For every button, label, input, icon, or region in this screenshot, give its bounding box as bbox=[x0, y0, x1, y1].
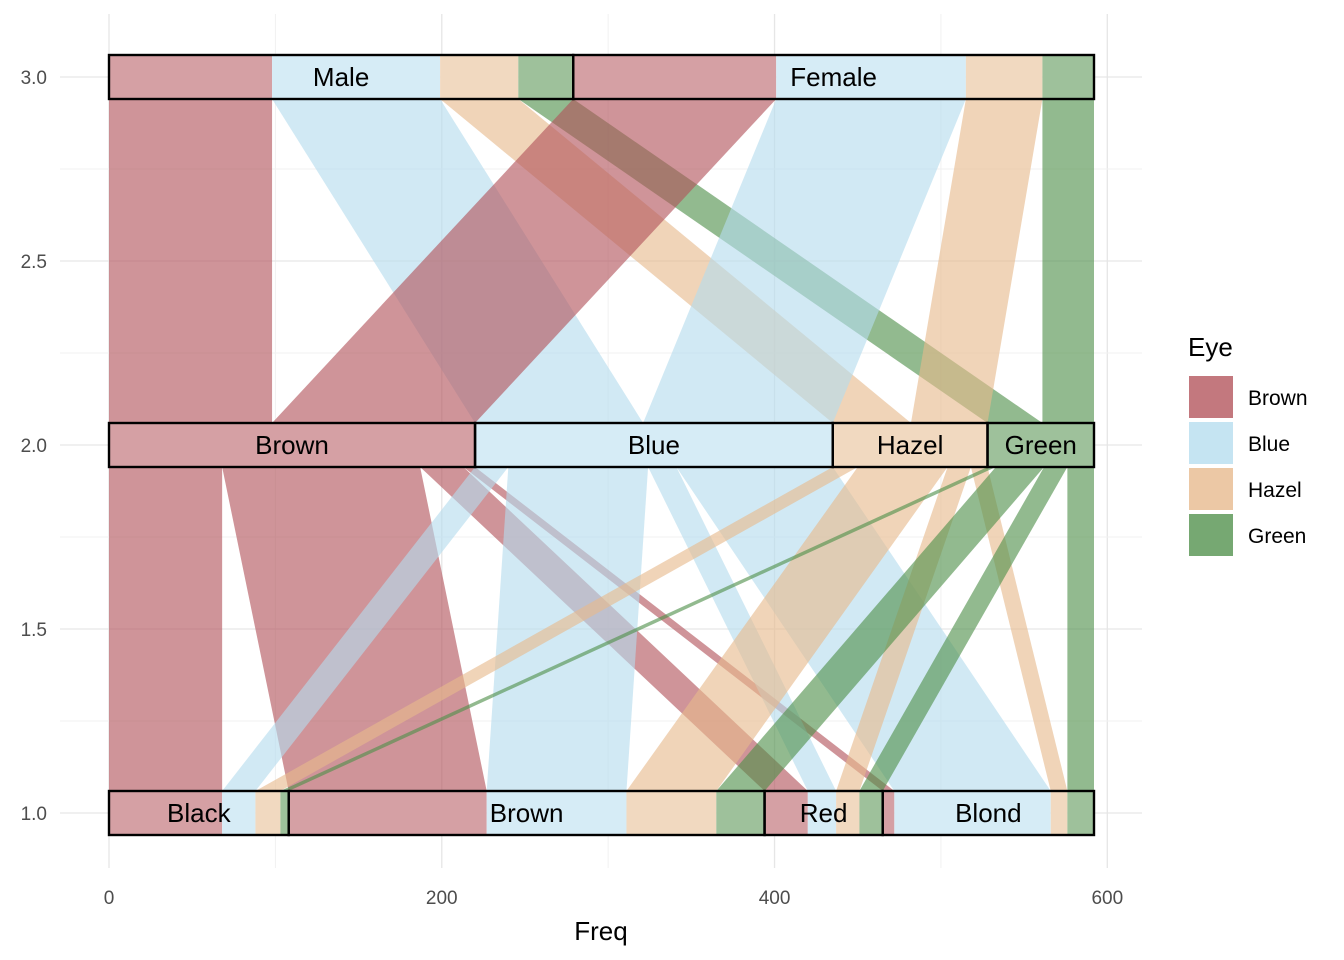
node-label-hazel: Hazel bbox=[877, 430, 943, 460]
legend-label-green: Green bbox=[1248, 525, 1306, 548]
node-box-blond bbox=[881, 789, 1096, 837]
x-axis-title: Freq bbox=[574, 916, 627, 946]
y-tick-label: 1.5 bbox=[21, 620, 47, 641]
node-segment-blue bbox=[776, 55, 966, 99]
legend: Eye Brown Blue Hazel Green bbox=[1188, 332, 1308, 556]
legend-key-hazel bbox=[1189, 468, 1233, 510]
node-label-red: Red bbox=[800, 798, 848, 828]
legend-label-hazel: Hazel bbox=[1248, 479, 1302, 502]
node-segment-hazel bbox=[836, 791, 860, 835]
node-segment-hazel bbox=[626, 791, 717, 835]
node-segment-brown bbox=[288, 791, 487, 835]
node-box-green bbox=[986, 421, 1096, 469]
node-segment-brown bbox=[882, 791, 895, 835]
ribbon-brown bbox=[109, 467, 223, 791]
node-segment-blue bbox=[486, 791, 627, 835]
node-label-green: Green bbox=[1005, 430, 1077, 460]
legend-label-brown: Brown bbox=[1248, 387, 1308, 410]
node-segment-green bbox=[987, 423, 1094, 467]
node-segment-hazel bbox=[1050, 791, 1068, 835]
node-label-brown: Brown bbox=[255, 430, 329, 460]
node-segment-hazel bbox=[255, 791, 281, 835]
legend-key-blue bbox=[1189, 422, 1233, 464]
y-tick-label: 1.0 bbox=[21, 804, 47, 825]
node-segment-blue bbox=[475, 423, 833, 467]
ribbon-brown bbox=[272, 99, 777, 423]
node-segment-blue bbox=[894, 791, 1051, 835]
node-layer: Male Female Brown Blue Hazel Green Black Brown R… bbox=[107, 53, 1096, 837]
node-label-blond: Blond bbox=[955, 798, 1022, 828]
ribbon-green bbox=[1067, 467, 1094, 791]
node-segment-green bbox=[518, 55, 574, 99]
node-segment-blue bbox=[807, 791, 837, 835]
ribbon-blue bbox=[222, 467, 509, 791]
ribbon-green bbox=[1042, 99, 1094, 423]
ribbon-hazel bbox=[910, 99, 1043, 423]
y-tick-label: 2.5 bbox=[21, 252, 47, 273]
ribbon-hazel bbox=[255, 467, 858, 791]
node-segment-green bbox=[1042, 55, 1094, 99]
node-label-black: Black bbox=[167, 798, 232, 828]
node-segment-brown bbox=[764, 791, 808, 835]
node-segment-hazel bbox=[832, 423, 988, 467]
axis-layer: 0 200 400 600 1.0 1.5 2.0 2.5 3.0 bbox=[21, 68, 1124, 909]
node-segment-brown bbox=[109, 423, 476, 467]
x-tick-label: 0 bbox=[104, 888, 115, 909]
legend-label-blue: Blue bbox=[1248, 433, 1290, 456]
ribbon-hazel bbox=[970, 467, 1068, 791]
node-segment-brown bbox=[109, 791, 223, 835]
node-label-brown: Brown bbox=[490, 798, 564, 828]
node-label-blue: Blue bbox=[628, 430, 680, 460]
node-segment-green bbox=[716, 791, 765, 835]
ribbon-green bbox=[716, 467, 1045, 791]
node-segment-brown bbox=[109, 55, 273, 99]
legend-key-green bbox=[1189, 514, 1233, 556]
node-segment-hazel bbox=[965, 55, 1043, 99]
ribbon-blue bbox=[643, 99, 966, 423]
node-label-male: Male bbox=[313, 62, 369, 92]
y-tick-label: 2.0 bbox=[21, 436, 47, 457]
node-segment-blue bbox=[272, 55, 441, 99]
node-segment-green bbox=[859, 791, 883, 835]
ribbon-brown bbox=[109, 99, 273, 423]
node-label-female: Female bbox=[790, 62, 877, 92]
node-segment-brown bbox=[573, 55, 777, 99]
x-tick-label: 400 bbox=[759, 888, 791, 909]
node-segment-hazel bbox=[440, 55, 519, 99]
ribbon-green bbox=[280, 467, 996, 791]
ribbon-hazel bbox=[626, 467, 948, 791]
ribbon-green bbox=[859, 467, 1068, 791]
legend-title: Eye bbox=[1188, 332, 1233, 362]
x-tick-label: 600 bbox=[1091, 888, 1123, 909]
node-segment-green bbox=[280, 791, 289, 835]
x-tick-label: 200 bbox=[426, 888, 458, 909]
legend-key-brown bbox=[1189, 376, 1233, 418]
node-segment-blue bbox=[222, 791, 256, 835]
y-tick-label: 3.0 bbox=[21, 68, 47, 89]
node-box-female bbox=[572, 53, 1096, 101]
ribbon-layer bbox=[109, 99, 1094, 791]
node-segment-green bbox=[1067, 791, 1094, 835]
